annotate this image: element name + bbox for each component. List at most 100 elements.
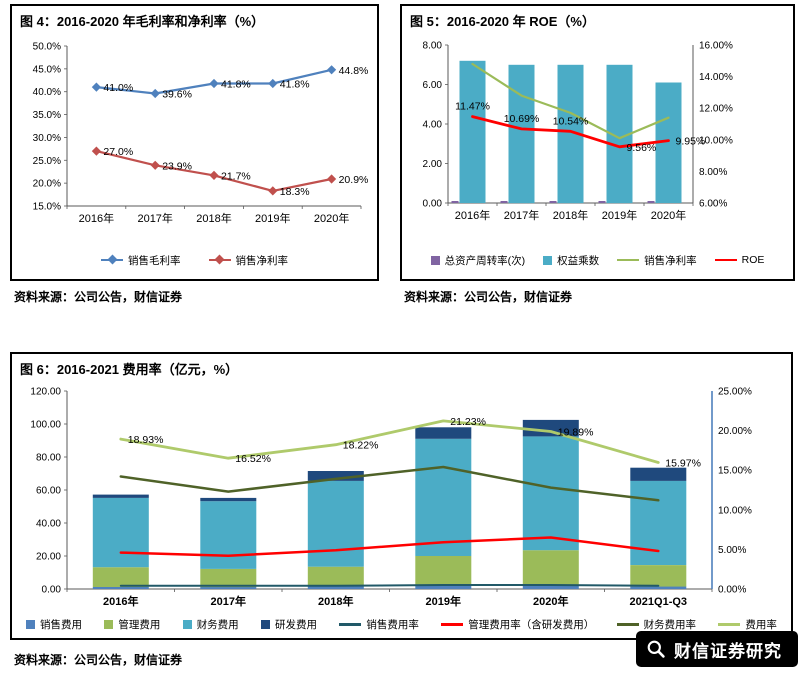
svg-text:23.9%: 23.9%	[162, 160, 192, 172]
svg-text:40.0%: 40.0%	[33, 87, 61, 98]
legend-swatch-diamond	[214, 254, 225, 265]
figure-4-title: 图 4：2016-2020 年毛利率和净利率（%）	[20, 14, 265, 29]
figure-5-legend: 总资产周转率(次) 权益乘数 销售净利率 ROE	[402, 241, 793, 279]
magnifier-icon	[647, 640, 665, 658]
legend-swatch-line	[718, 623, 741, 626]
legend-swatch-square	[261, 620, 271, 629]
svg-text:6.00%: 6.00%	[699, 199, 727, 210]
svg-text:0.00%: 0.00%	[718, 585, 746, 596]
svg-text:2021Q1-Q3: 2021Q1-Q3	[630, 596, 687, 608]
svg-text:10.54%: 10.54%	[553, 115, 589, 127]
legend-label: 财务费用率	[643, 619, 697, 631]
svg-text:50.0%: 50.0%	[33, 42, 61, 53]
legend-swatch-line	[208, 254, 231, 265]
svg-text:2019年: 2019年	[255, 211, 290, 225]
svg-text:2020年: 2020年	[533, 594, 568, 608]
svg-text:41.0%: 41.0%	[103, 82, 133, 94]
watermark-text: 财信证券研究	[674, 641, 782, 661]
legend-label: ROE	[741, 254, 765, 266]
svg-text:16.52%: 16.52%	[235, 453, 271, 465]
margin-line-chart: 15.0% 20.0% 25.0% 30.0% 35.0% 40.0% 45.0% 50.0%…	[33, 42, 369, 226]
figure-6-legend: 销售费用 管理费用 财务费用 研发费用 销售费用率 管理费用率（含研发费用） 财务费用率 费用…	[12, 611, 791, 638]
svg-text:2019年: 2019年	[602, 208, 637, 222]
svg-text:18.93%: 18.93%	[128, 434, 164, 446]
svg-text:2016年: 2016年	[455, 208, 490, 222]
svg-text:41.8%: 41.8%	[221, 79, 251, 91]
svg-text:2020年: 2020年	[314, 211, 349, 225]
legend-item: 管理费用	[104, 617, 160, 632]
svg-text:27.0%: 27.0%	[103, 146, 133, 158]
svg-text:100.00: 100.00	[30, 420, 61, 431]
legend-item: 权益乘数	[543, 253, 599, 268]
legend-swatch-line	[617, 258, 640, 262]
legend-label: 权益乘数	[557, 254, 600, 267]
svg-text:10.00%: 10.00%	[699, 135, 733, 146]
legend-swatch-diamond	[107, 254, 117, 265]
figure-5-source: 资料来源：公司公告，财信证券	[404, 290, 573, 304]
legend-label: 销售净利率	[644, 254, 697, 267]
figure-4-source: 资料来源：公司公告，财信证券	[14, 290, 183, 304]
svg-text:2018年: 2018年	[196, 211, 231, 225]
legend-item: 研发费用	[261, 617, 317, 632]
expense-combo-chart: 0.00 20.00 40.00 60.00 80.00 100.00 120.00 0.00…	[30, 387, 752, 609]
legend-label: 总资产周转率(次)	[444, 254, 526, 267]
figure-5-title: 图 5：2016-2020 年 ROE（%）	[410, 14, 595, 29]
legend-item: 管理费用率（含研发费用）	[441, 617, 594, 632]
svg-text:2019年: 2019年	[426, 594, 461, 608]
svg-text:0.00: 0.00	[42, 585, 62, 596]
figure-roe-chart: 图 5：2016-2020 年 ROE（%） 0.00 2.00 4.00 6.00 8…	[400, 4, 795, 281]
svg-text:21.23%: 21.23%	[450, 416, 486, 428]
svg-text:14.00%: 14.00%	[699, 72, 733, 83]
roe-combo-chart: 0.00 2.00 4.00 6.00 8.00 6.00% 8.00% 10.00% 12.0…	[423, 41, 733, 223]
legend-label: 销售毛利率	[128, 254, 181, 267]
svg-text:41.8%: 41.8%	[280, 79, 310, 91]
legend-swatch-square	[104, 620, 114, 629]
svg-text:20.00%: 20.00%	[718, 426, 752, 437]
svg-text:6.00: 6.00	[423, 80, 443, 91]
svg-text:15.00%: 15.00%	[718, 466, 752, 477]
legend-swatch-line	[441, 623, 464, 626]
svg-text:20.9%: 20.9%	[339, 174, 369, 186]
svg-text:20.0%: 20.0%	[33, 179, 61, 190]
legend-item: 费用率	[718, 617, 777, 632]
svg-text:20.00: 20.00	[36, 552, 61, 563]
figure-6-source: 资料来源：公司公告，财信证券	[14, 653, 183, 667]
svg-text:2017年: 2017年	[211, 594, 246, 608]
svg-text:30.0%: 30.0%	[33, 133, 61, 144]
svg-text:9.95%: 9.95%	[676, 136, 706, 148]
legend-label: 费用率	[745, 619, 777, 631]
svg-text:45.0%: 45.0%	[33, 64, 61, 75]
svg-text:2018年: 2018年	[553, 208, 588, 222]
svg-text:60.00: 60.00	[36, 486, 61, 497]
svg-text:2017年: 2017年	[137, 211, 172, 225]
svg-text:19.89%: 19.89%	[558, 427, 594, 439]
legend-swatch-square	[26, 620, 35, 629]
figure-expense-chart: 图 6：2016-2021 费用率（亿元，%） 0.00 20.00 40.00 60…	[10, 352, 793, 640]
legend-item: ROE	[714, 254, 765, 266]
legend-label: 财务费用	[196, 619, 239, 631]
brand-watermark: 财信证券研究	[636, 631, 798, 667]
svg-text:12.00%: 12.00%	[699, 104, 733, 115]
legend-item: 销售毛利率	[101, 253, 181, 268]
svg-text:15.0%: 15.0%	[33, 202, 61, 213]
svg-text:120.00: 120.00	[30, 387, 61, 398]
svg-text:5.00%: 5.00%	[718, 545, 746, 556]
legend-swatch-square	[543, 255, 553, 265]
svg-text:4.00: 4.00	[423, 120, 443, 131]
svg-text:25.00%: 25.00%	[718, 387, 752, 398]
legend-label: 研发费用	[275, 619, 318, 631]
legend-item: 销售净利率	[208, 253, 288, 268]
figure-6-title: 图 6：2016-2021 费用率（亿元，%）	[20, 362, 239, 377]
legend-swatch-line	[339, 623, 362, 626]
legend-swatch-square	[182, 620, 192, 629]
svg-text:18.22%: 18.22%	[343, 440, 379, 452]
legend-swatch-square	[430, 255, 440, 265]
svg-text:10.69%: 10.69%	[504, 113, 540, 125]
svg-text:18.3%: 18.3%	[280, 186, 310, 198]
legend-label: 管理费用率（含研发费用）	[468, 619, 595, 631]
legend-label: 销售费用	[40, 619, 82, 631]
legend-item: 销售费用率	[339, 617, 419, 632]
legend-item: 销售净利率	[617, 253, 697, 268]
svg-text:8.00: 8.00	[423, 41, 443, 52]
svg-text:11.47%: 11.47%	[455, 101, 490, 113]
